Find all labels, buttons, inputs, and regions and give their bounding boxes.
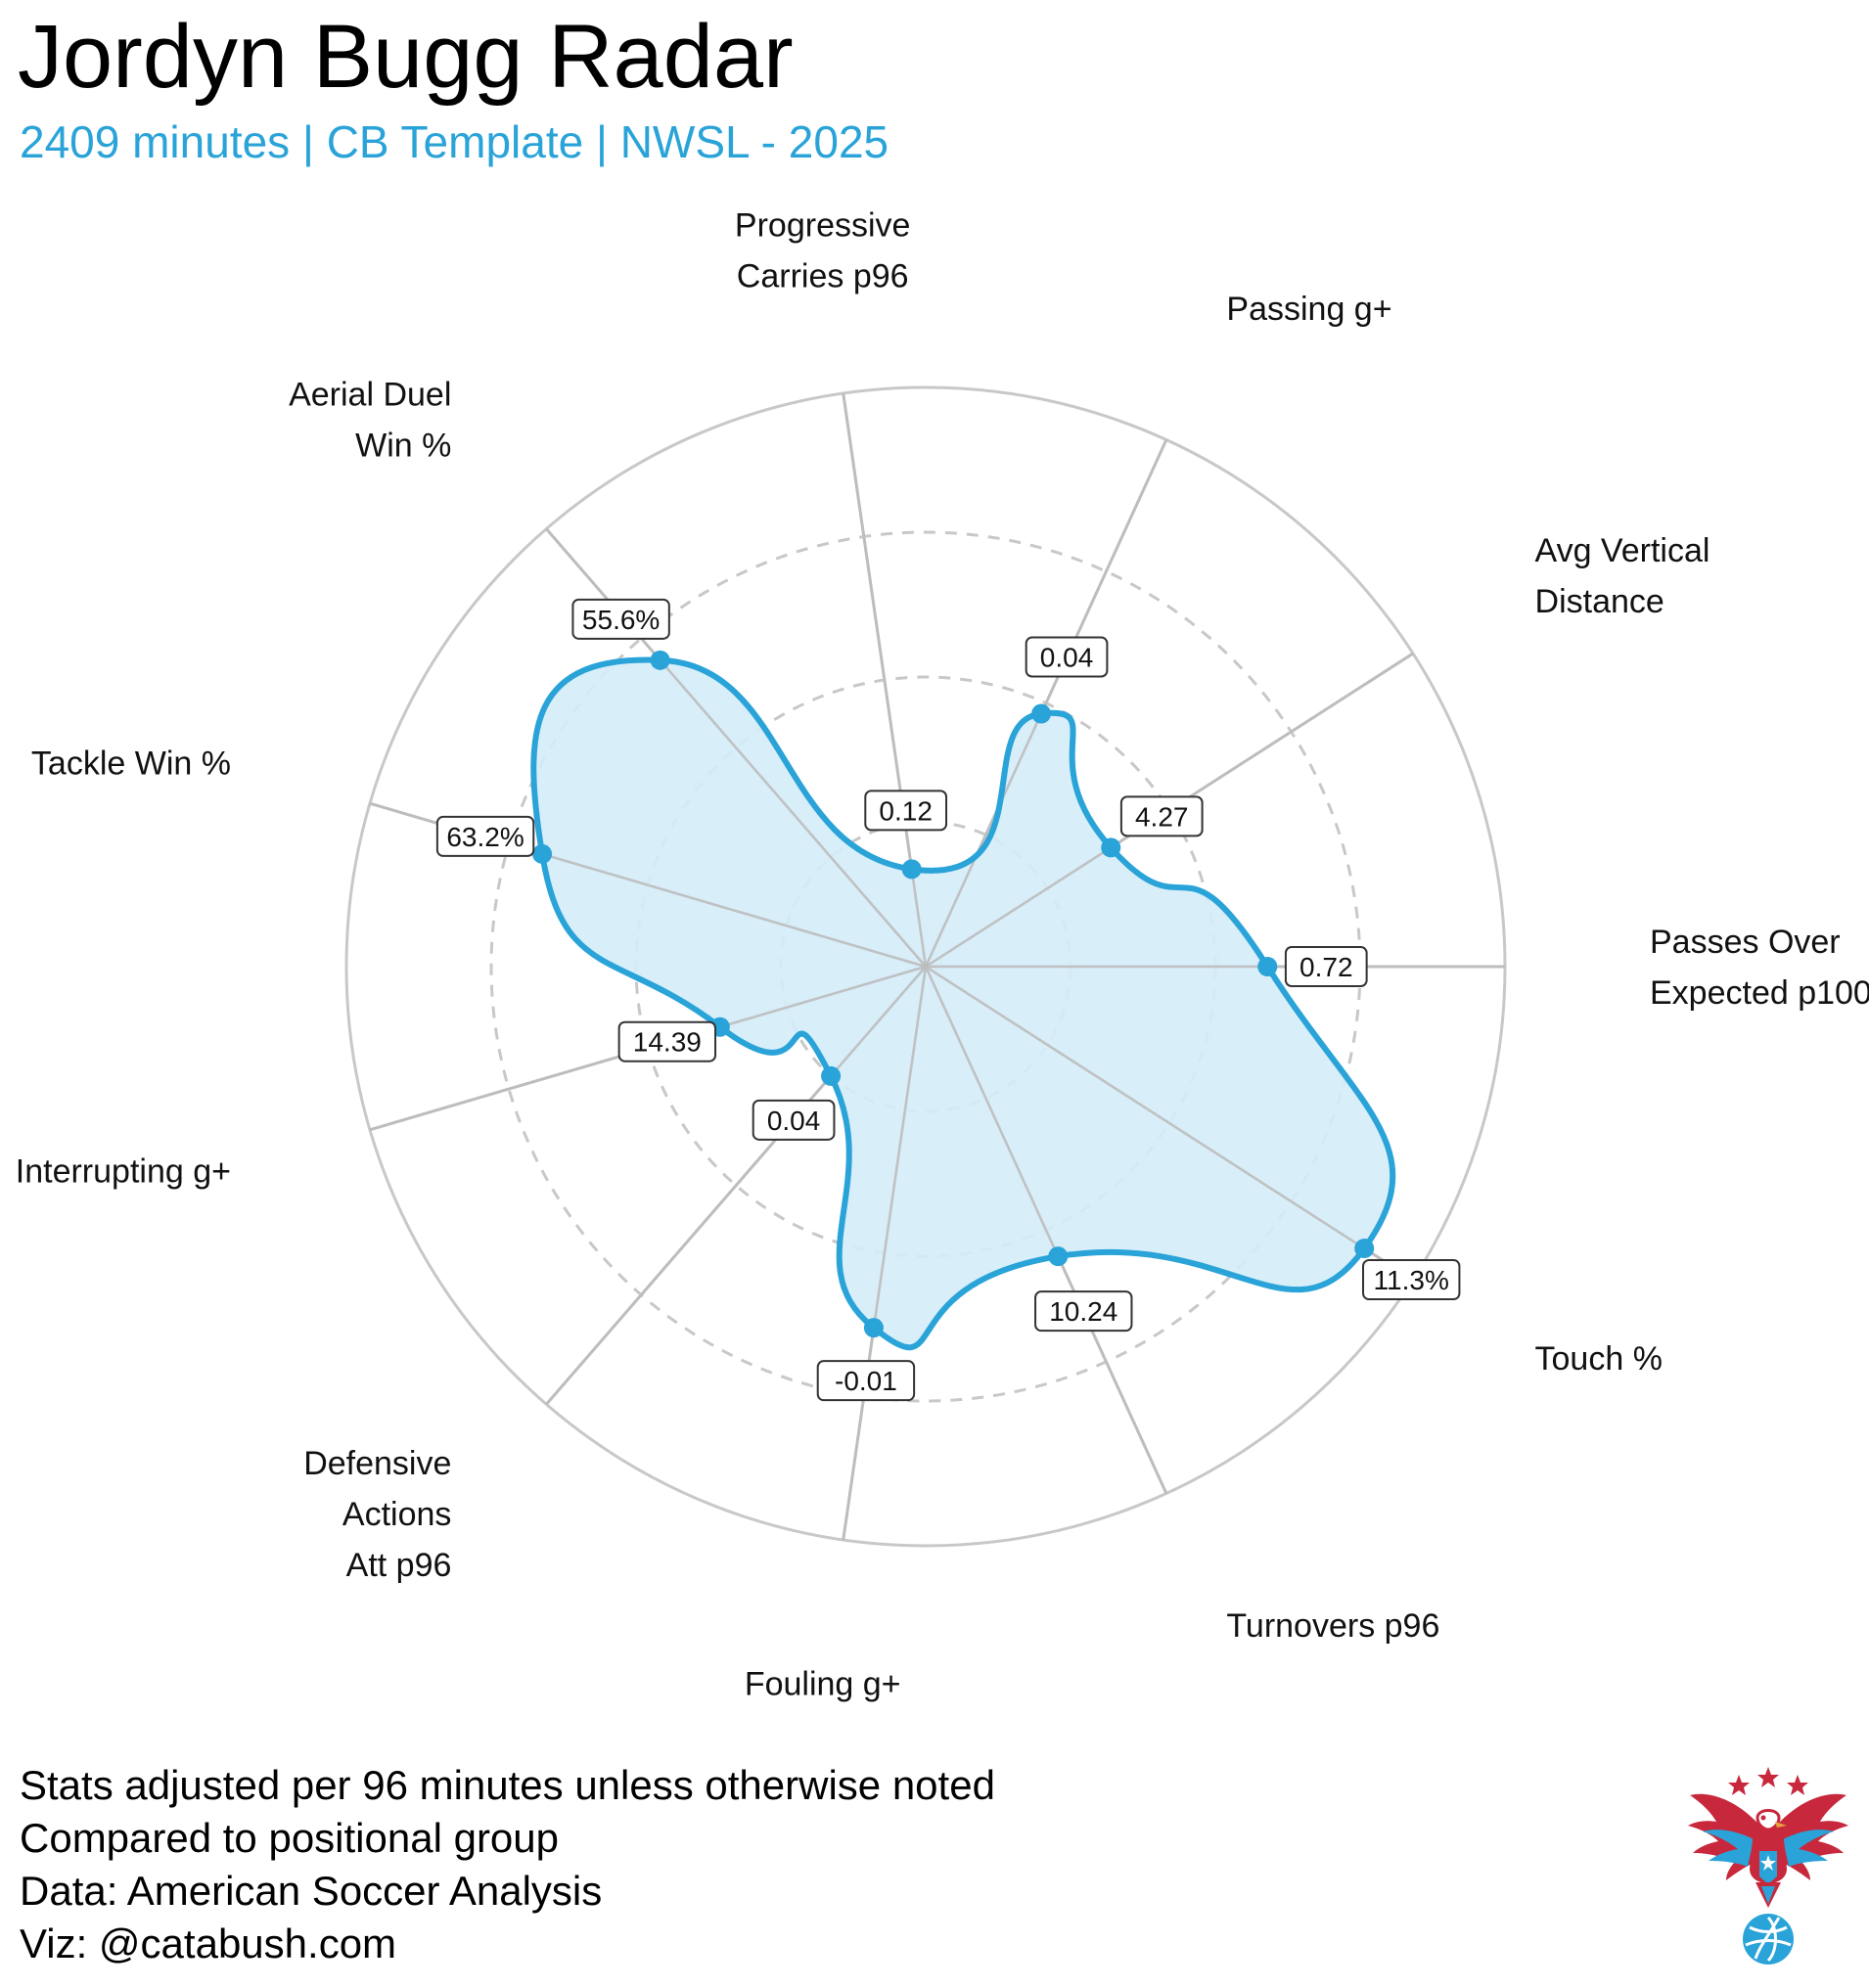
footer-notes: Stats adjusted per 96 minutes unless oth… <box>20 1759 995 1970</box>
value-label: 0.12 <box>879 795 933 826</box>
value-label: 63.2% <box>446 822 524 852</box>
radar-point <box>863 1318 884 1338</box>
radar-point <box>821 1065 842 1086</box>
value-label-box <box>1362 1259 1461 1301</box>
radar-spoke-overlay <box>925 965 1414 1282</box>
eagle-logo-icon <box>1685 1761 1851 1971</box>
radar-point <box>1257 957 1278 976</box>
value-label: 55.6% <box>582 605 660 635</box>
footer-note-data-source: Data: American Soccer Analysis <box>20 1868 603 1914</box>
radar-point <box>532 843 553 864</box>
value-label-box <box>864 790 948 832</box>
star-icon <box>1728 1775 1750 1795</box>
star-icon <box>1757 1767 1779 1787</box>
radar-spoke-overlay <box>924 438 1168 968</box>
axis-label: Progressive Carries p96 <box>735 206 911 294</box>
axis-label: Passing g+ <box>1226 291 1391 328</box>
value-label: 10.24 <box>1049 1296 1117 1327</box>
value-label: 4.27 <box>1135 801 1189 832</box>
value-label-box <box>617 1020 717 1062</box>
axis-label: Interrupting g+ <box>16 1152 231 1190</box>
radar-point <box>1031 703 1052 724</box>
axis-label: Fouling g+ <box>745 1665 901 1702</box>
page-subtitle: 2409 minutes | CB Template | NWSL - 2025 <box>20 116 889 167</box>
radar-spoke-overlay <box>545 966 927 1406</box>
axis-label: Passes Over Expected p100 <box>1650 924 1869 1012</box>
radar-area <box>533 659 1393 1348</box>
axis-label: Tackle Win % <box>31 745 231 782</box>
value-label-box <box>1025 636 1109 678</box>
star-icon <box>1787 1775 1808 1795</box>
footer-note-per96: Stats adjusted per 96 minutes unless oth… <box>20 1762 995 1808</box>
radar-spoke-overlay <box>924 966 1168 1495</box>
value-label-box <box>1034 1290 1133 1333</box>
axis-label: Defensive Actions Att p96 <box>303 1445 451 1584</box>
radar-point <box>1354 1239 1375 1259</box>
value-label-box <box>1284 946 1368 987</box>
value-label: 14.39 <box>633 1027 702 1058</box>
value-label-box <box>752 1099 836 1141</box>
value-label: 0.72 <box>1299 952 1353 982</box>
footer-note-comparison: Compared to positional group <box>20 1815 560 1861</box>
radar-outline <box>530 656 1396 1351</box>
axis-label: Turnovers p96 <box>1226 1607 1439 1645</box>
value-label-box <box>435 815 535 857</box>
radar-point <box>1048 1246 1069 1267</box>
value-label: 11.3% <box>1374 1265 1449 1295</box>
value-label: 0.04 <box>1040 643 1094 673</box>
value-label: -0.01 <box>835 1366 897 1396</box>
footer-note-viz-credit: Viz: @catabush.com <box>20 1920 397 1966</box>
axis-label: Touch % <box>1535 1340 1663 1378</box>
value-label-box <box>571 598 670 640</box>
page-title: Jordyn Bugg Radar <box>18 7 794 107</box>
value-label-box <box>1119 795 1204 837</box>
radar-point <box>1101 837 1121 858</box>
value-label: 0.04 <box>767 1106 821 1136</box>
radar-point <box>650 650 670 670</box>
axis-label: Avg Vertical Distance <box>1535 532 1710 620</box>
radar-spoke-overlay <box>842 966 928 1541</box>
radar-point <box>901 859 922 880</box>
value-label-box <box>816 1360 916 1402</box>
axis-label: Aerial Duel Win % <box>289 377 451 465</box>
